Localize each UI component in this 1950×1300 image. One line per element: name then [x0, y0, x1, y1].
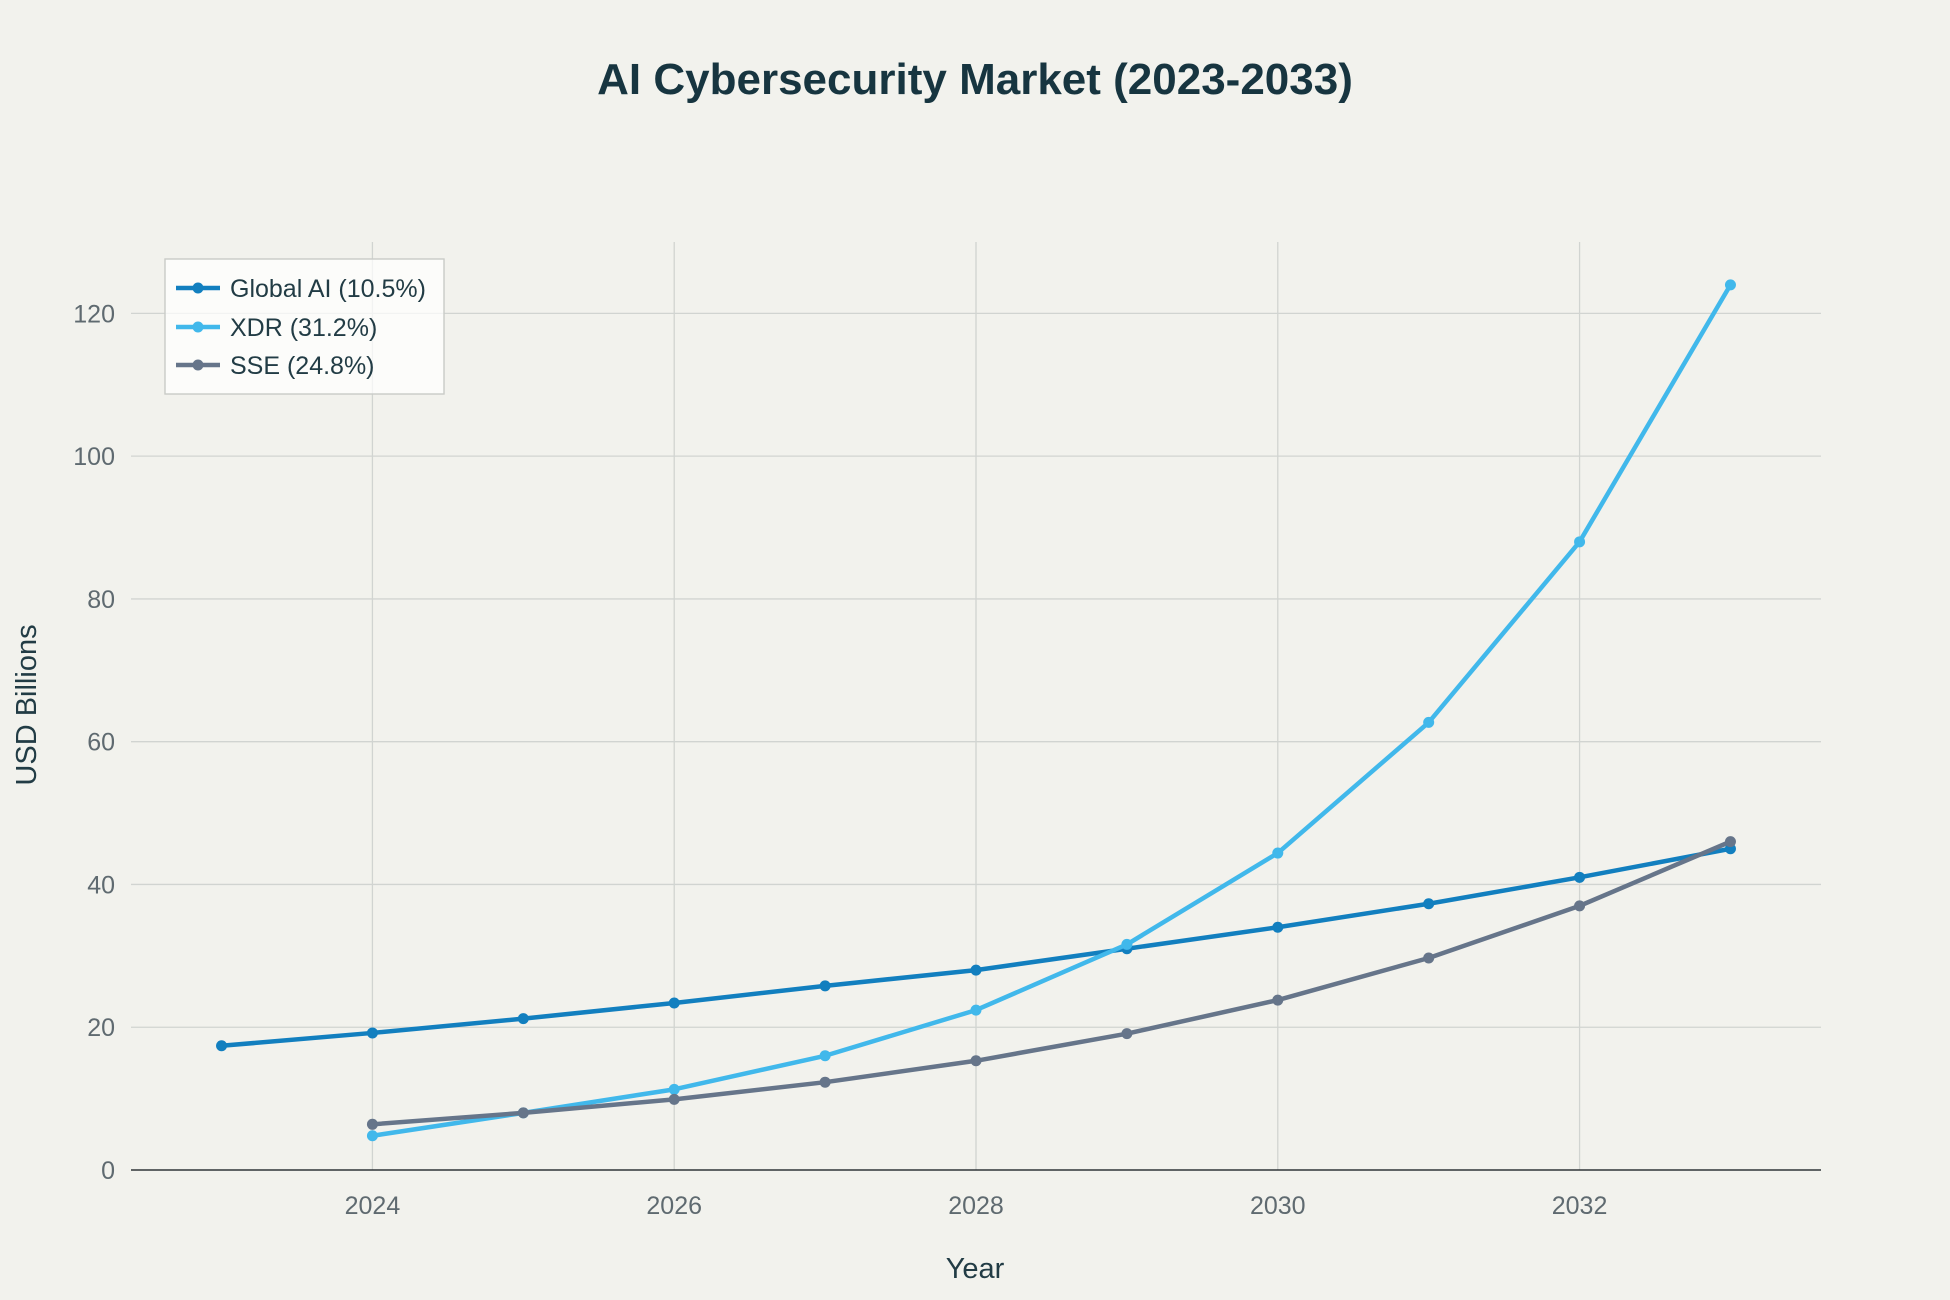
data-point-xdr-2024[interactable]	[366, 1130, 378, 1142]
legend-marker-xdr	[192, 321, 204, 333]
y-tick-label-60: 60	[87, 729, 115, 757]
series-line-sse	[370, 839, 1733, 1127]
x-tick-label-2026: 2026	[646, 1192, 702, 1220]
data-point-global-ai-2027[interactable]	[819, 980, 831, 992]
legend-marker-sse	[192, 359, 204, 371]
data-point-sse-2028[interactable]	[970, 1055, 982, 1067]
data-point-sse-2031[interactable]	[1423, 952, 1435, 964]
x-tick-label-2028: 2028	[948, 1192, 1004, 1220]
data-point-global-ai-2028[interactable]	[970, 964, 982, 976]
data-point-global-ai-2025[interactable]	[517, 1013, 529, 1025]
x-tick-label-2030: 2030	[1250, 1192, 1306, 1220]
y-tick-label-120: 120	[73, 300, 115, 328]
x-axis-label: Year	[946, 1253, 1005, 1285]
legend: Global AI (10.5%) XDR (31.2%) SSE (24.8%…	[164, 258, 445, 395]
data-point-xdr-2028[interactable]	[970, 1004, 982, 1016]
data-point-global-ai-2024[interactable]	[366, 1027, 378, 1039]
data-point-sse-2032[interactable]	[1574, 900, 1586, 912]
x-tick-label-2024: 2024	[345, 1192, 401, 1220]
data-point-xdr-2031[interactable]	[1423, 716, 1435, 728]
data-point-sse-2029[interactable]	[1121, 1028, 1133, 1040]
y-tick-label-0: 0	[101, 1157, 115, 1185]
data-point-sse-2027[interactable]	[819, 1076, 831, 1088]
data-point-xdr-2026[interactable]	[668, 1083, 680, 1095]
y-tick-label-80: 80	[87, 586, 115, 614]
data-point-xdr-2033[interactable]	[1724, 279, 1736, 291]
data-point-xdr-2027[interactable]	[819, 1050, 831, 1062]
data-point-global-ai-2031[interactable]	[1423, 898, 1435, 910]
data-point-xdr-2032[interactable]	[1574, 536, 1586, 548]
legend-label-xdr: XDR (31.2%)	[230, 314, 377, 342]
data-point-sse-2033[interactable]	[1724, 836, 1736, 848]
data-point-sse-2025[interactable]	[517, 1107, 529, 1119]
y-tick-label-100: 100	[73, 443, 115, 471]
legend-item-xdr[interactable]: XDR (31.2%)	[176, 314, 377, 342]
axis-layer: 2024 2026 2028 2030 2032 0 20 40 60 80 100 120	[73, 300, 1821, 1220]
data-point-global-ai-2023[interactable]	[216, 1040, 228, 1052]
series-sse	[366, 836, 1736, 1130]
series-global-ai	[216, 843, 1736, 1052]
chart-title: AI Cybersecurity Market (2023-2033)	[597, 55, 1353, 104]
legend-item-global-ai[interactable]: Global AI (10.5%)	[176, 275, 426, 303]
legend-marker-global-ai	[192, 282, 204, 294]
legend-label-global-ai: Global AI (10.5%)	[230, 275, 426, 303]
data-point-global-ai-2032[interactable]	[1574, 871, 1586, 883]
data-point-sse-2024[interactable]	[366, 1118, 378, 1130]
y-axis-label: USD Billions	[11, 624, 43, 785]
series-layer	[216, 279, 1736, 1142]
x-tick-label-2032: 2032	[1552, 1192, 1608, 1220]
legend-label-sse: SSE (24.8%)	[230, 352, 375, 380]
series-line-xdr	[370, 282, 1733, 1138]
data-point-xdr-2030[interactable]	[1272, 847, 1284, 859]
data-point-global-ai-2026[interactable]	[668, 997, 680, 1009]
series-xdr	[366, 279, 1736, 1142]
y-tick-label-20: 20	[87, 1014, 115, 1042]
data-point-sse-2030[interactable]	[1272, 994, 1284, 1006]
legend-item-sse[interactable]: SSE (24.8%)	[176, 352, 375, 380]
y-tick-label-40: 40	[87, 871, 115, 899]
data-point-xdr-2029[interactable]	[1121, 938, 1133, 950]
data-point-global-ai-2030[interactable]	[1272, 921, 1284, 933]
data-point-sse-2026[interactable]	[668, 1093, 680, 1105]
